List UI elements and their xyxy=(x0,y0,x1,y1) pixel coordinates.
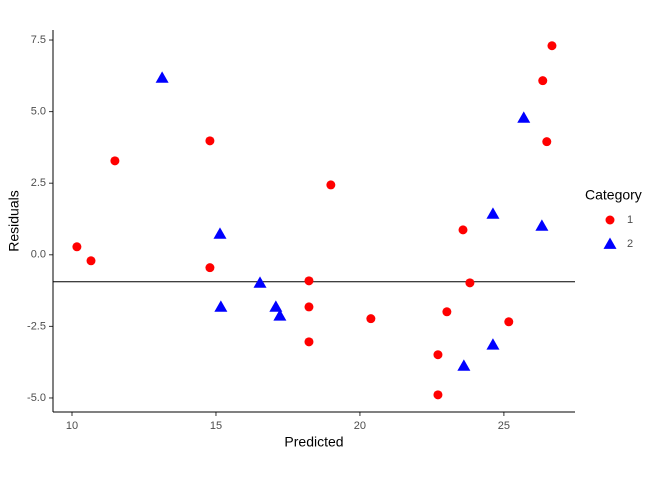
y-tick-label: 0.0 xyxy=(31,249,46,261)
circle-marker xyxy=(465,278,475,288)
circle-marker xyxy=(458,225,468,235)
triangle-marker xyxy=(517,111,531,123)
triangle-marker xyxy=(457,359,471,371)
y-tick-label: 7.5 xyxy=(31,34,46,46)
x-tick-label: 25 xyxy=(498,420,510,432)
y-axis-title: Residuals xyxy=(6,190,22,251)
circle-marker xyxy=(433,390,443,400)
triangle-marker xyxy=(486,338,500,350)
circle-marker xyxy=(304,337,314,347)
triangle-marker xyxy=(155,71,169,83)
circle-marker xyxy=(547,41,557,51)
triangle-marker xyxy=(273,309,287,321)
circle-marker xyxy=(205,136,215,146)
x-axis-title: Predicted xyxy=(284,434,343,450)
y-tick-label: 2.5 xyxy=(31,177,46,189)
circle-marker xyxy=(86,256,96,266)
y-tick-label: -5.0 xyxy=(27,392,46,404)
circle-marker xyxy=(366,314,376,324)
circle-marker xyxy=(504,317,514,327)
triangle-marker xyxy=(486,207,500,219)
y-tick-label: -2.5 xyxy=(27,320,46,332)
legend-key xyxy=(605,215,615,225)
circle-marker xyxy=(304,276,314,286)
triangle-marker xyxy=(535,219,549,231)
legend-label: 2 xyxy=(627,238,633,250)
x-tick-label: 10 xyxy=(66,420,78,432)
circle-marker xyxy=(205,263,215,273)
triangle-marker xyxy=(214,300,228,312)
legend-key xyxy=(603,237,617,249)
triangle-marker xyxy=(213,227,227,239)
circle-marker xyxy=(542,137,552,147)
legend-title: Category xyxy=(585,187,642,203)
circle-marker xyxy=(442,307,452,317)
y-tick-label: 5.0 xyxy=(31,106,46,118)
legend-label: 1 xyxy=(627,214,633,226)
circle-marker xyxy=(304,302,314,312)
triangle-marker xyxy=(269,300,283,312)
circle-marker xyxy=(72,242,82,252)
circle-marker xyxy=(110,156,120,166)
triangle-marker xyxy=(253,276,267,288)
circle-marker xyxy=(326,180,336,190)
x-tick-label: 20 xyxy=(354,420,366,432)
circle-marker xyxy=(538,76,548,86)
circle-marker xyxy=(433,350,443,360)
x-tick-label: 15 xyxy=(210,420,222,432)
